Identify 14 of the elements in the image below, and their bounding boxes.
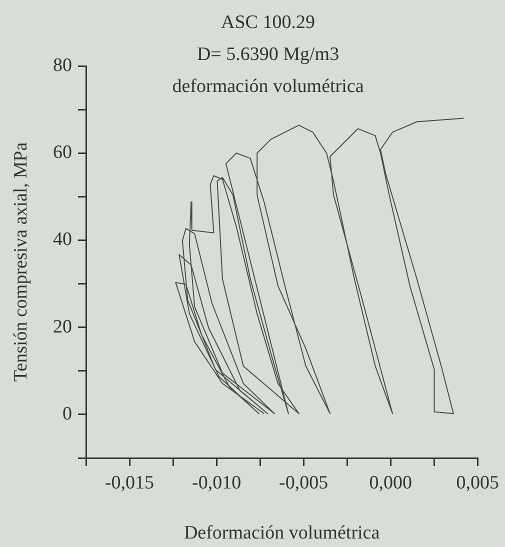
y-tick-label: 20 [53, 316, 72, 338]
y-tick-label: 80 [53, 54, 72, 76]
y-tick-label: 60 [53, 142, 72, 164]
x-axis-title: Deformación volumétrica [184, 522, 380, 544]
x-tick-label: -0,005 [279, 472, 328, 494]
chart-title: ASC 100.29 [221, 12, 315, 33]
x-tick-label: 0,005 [456, 472, 499, 494]
x-tick-label: 0,000 [369, 472, 412, 494]
x-tick-label: -0,015 [104, 472, 154, 494]
y-tick-label: 40 [53, 229, 72, 250]
x-tick-label: -0,010 [192, 472, 242, 494]
chart-subtitle: D= 5.6390 Mg/m3 deformación volumétrica [172, 44, 364, 97]
y-tick-label: 0 [62, 403, 72, 424]
y-axis-title: Tensión compresiva axial, MPa [10, 142, 32, 382]
